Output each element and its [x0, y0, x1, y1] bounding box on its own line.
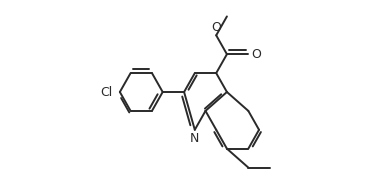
Text: O: O: [211, 21, 221, 34]
Text: O: O: [251, 48, 261, 61]
Text: N: N: [190, 132, 199, 145]
Text: Cl: Cl: [100, 86, 113, 98]
